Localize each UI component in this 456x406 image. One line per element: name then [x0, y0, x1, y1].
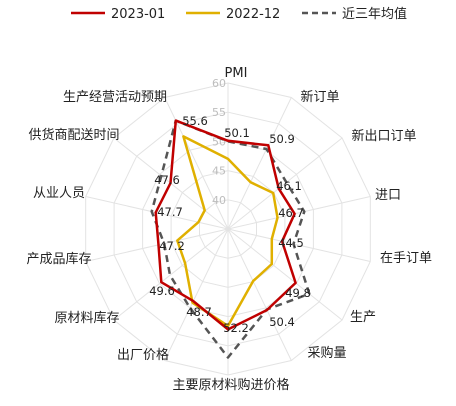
radial-tick-label: 40 — [212, 194, 226, 207]
legend-label: 2022-12 — [226, 7, 280, 22]
grid-spoke — [227, 196, 371, 230]
legend: 2023-01 2022-12 近三年均值 — [71, 6, 407, 22]
series-line-2 — [176, 135, 279, 328]
category-label: 新订单 — [300, 89, 339, 105]
value-label: 47.2 — [159, 239, 185, 253]
grid-spoke — [113, 228, 229, 321]
category-label: 供货商配送时间 — [28, 127, 119, 143]
category-label: 产成品库存 — [26, 251, 91, 267]
radial-tick-label: 55 — [212, 106, 226, 119]
grid-spoke — [227, 228, 343, 321]
category-label: 采购量 — [307, 345, 346, 361]
radial-tick-label: 60 — [212, 77, 226, 90]
value-label: 47.7 — [157, 205, 183, 219]
category-label: 新出口订单 — [351, 128, 416, 144]
category-label: 出厂价格 — [117, 347, 169, 363]
series-line-3 — [150, 119, 311, 359]
grid-spoke — [164, 97, 229, 230]
grid-spoke — [164, 228, 229, 361]
legend-label: 近三年均值 — [342, 6, 407, 22]
value-label: 47.6 — [154, 173, 180, 187]
value-label: 50.1 — [224, 126, 250, 140]
value-label: 52.2 — [223, 321, 249, 335]
category-label: 主要原材料购进价格 — [172, 377, 289, 393]
category-label: 从业人员 — [33, 186, 85, 201]
category-label: 在手订单 — [380, 251, 432, 266]
value-label: 49.8 — [285, 286, 311, 300]
value-label: 50.4 — [269, 315, 295, 329]
value-label: 46.1 — [276, 179, 302, 193]
category-label: 生产 — [350, 310, 376, 325]
value-label: 44.5 — [278, 236, 304, 250]
legend-label: 2023-01 — [111, 7, 165, 22]
grid-spoke — [227, 228, 371, 262]
value-label: 46.7 — [278, 206, 304, 220]
value-label: 49.6 — [149, 284, 175, 298]
grid-spoke — [227, 97, 292, 230]
value-label: 55.6 — [182, 114, 208, 128]
value-labels: 50.1 50.9 46.1 46.7 44.5 49.8 50.4 52.2 48.7 49.6… — [149, 114, 311, 335]
grid-spoke — [227, 137, 343, 230]
category-label: 原材料库存 — [54, 310, 119, 326]
category-label: PMI — [225, 66, 248, 81]
value-label: 48.7 — [186, 305, 212, 319]
value-label: 50.9 — [269, 132, 295, 146]
grid-spoke — [227, 228, 292, 361]
grid-spoke — [85, 228, 229, 262]
category-label: 进口 — [375, 188, 401, 203]
radial-tick-label: 45 — [212, 165, 226, 178]
category-label: 生产经营活动预期 — [63, 90, 167, 105]
series-lines — [150, 119, 311, 359]
series-line-1 — [154, 119, 297, 331]
